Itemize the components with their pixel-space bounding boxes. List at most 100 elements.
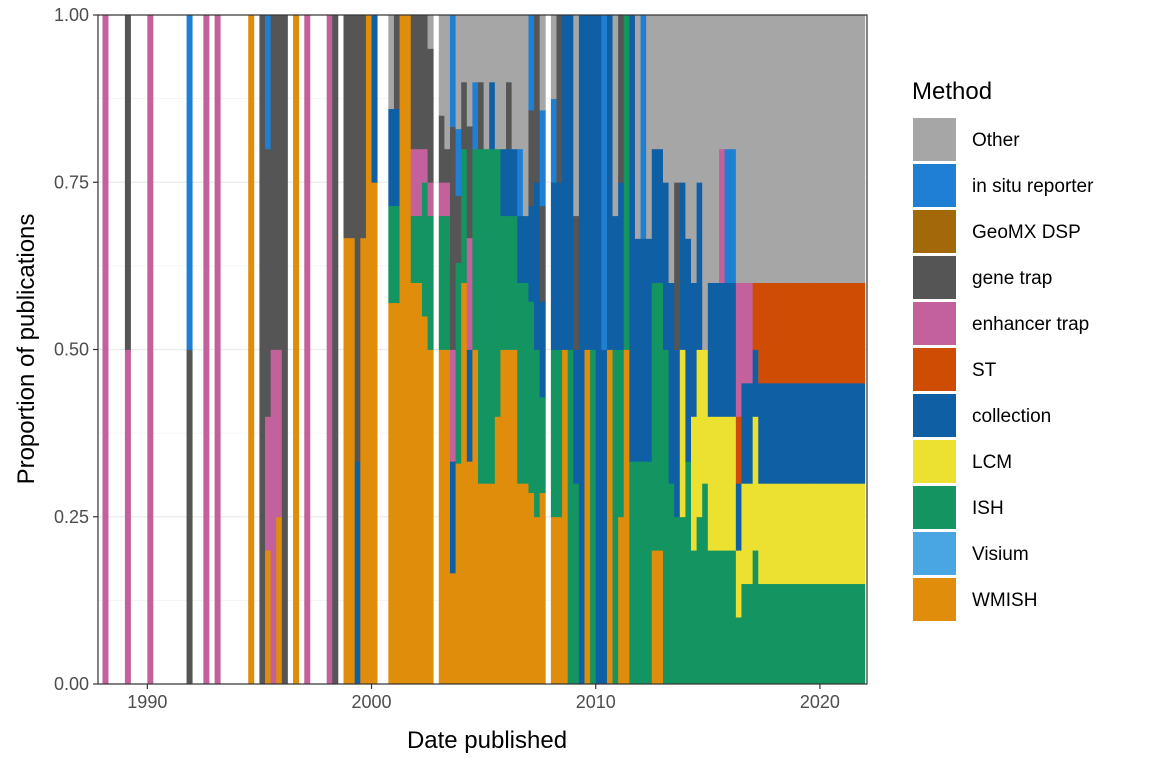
bar-segment-wmish xyxy=(528,492,535,685)
bar-segment-ish xyxy=(674,516,681,685)
bar-segment-enhancer-trap xyxy=(214,15,221,685)
bar-segment-enhancer-trap xyxy=(147,15,154,685)
bar-segment-st xyxy=(836,282,843,384)
bar-segment-collection xyxy=(578,15,585,685)
bar-segment-st xyxy=(758,282,765,384)
bar-segment-ish xyxy=(724,550,731,685)
legend-label: ST xyxy=(972,360,997,381)
legend-label: Visium xyxy=(972,544,1029,565)
bar-segment-ish xyxy=(791,583,798,685)
bar-segment-st xyxy=(859,282,866,384)
bar-segment-collection xyxy=(786,382,793,484)
bar-segment-ish xyxy=(629,461,636,685)
bar-segment-gene-trap xyxy=(427,48,434,183)
bar-segment-collection xyxy=(769,382,776,484)
bar-segment-st xyxy=(803,282,810,384)
y-tick-label: 0.25 xyxy=(54,507,89,527)
bar-segment-collection xyxy=(853,382,860,484)
bar-segment-other xyxy=(662,15,669,183)
bar-segment-collection xyxy=(808,382,815,484)
legend-key-in-situ-reporter xyxy=(913,164,956,207)
bar-segment-lcm xyxy=(735,550,742,618)
bar-segment-other xyxy=(713,15,720,283)
bar-segment-st xyxy=(825,282,832,384)
bar-segment-collection xyxy=(859,382,866,484)
bar-segment-other xyxy=(550,15,557,100)
bar-segment-in-situ-reporter xyxy=(640,15,647,239)
bar-segment-gene-trap xyxy=(539,205,546,302)
bar-segment-in-situ-reporter xyxy=(455,128,462,197)
bar-segment-wmish xyxy=(293,15,300,685)
bar-segment-other xyxy=(819,15,826,283)
bar-segment-enhancer-trap xyxy=(410,148,417,217)
bar-segment-other xyxy=(842,15,849,283)
bar-segment-collection xyxy=(393,108,400,207)
bar-segment-other xyxy=(724,15,731,150)
bar-segment-collection xyxy=(825,382,832,484)
legend-label: enhancer trap xyxy=(972,314,1089,335)
x-tick-label: 2020 xyxy=(800,692,840,712)
bar-segment-ish xyxy=(478,148,485,484)
bar-segment-wmish xyxy=(483,483,490,685)
bar-segment-gene-trap xyxy=(276,15,283,350)
bar-segment-wmish xyxy=(494,416,501,685)
bar-segment-other xyxy=(780,15,787,283)
bar-segment-enhancer-trap xyxy=(449,349,456,462)
bar-segment-gene-trap xyxy=(444,148,451,183)
bar-segment-wmish xyxy=(371,182,378,685)
x-tick-label: 1990 xyxy=(127,692,167,712)
bar-segment-ish xyxy=(500,215,507,350)
bar-segment-gene-trap xyxy=(478,81,485,150)
bar-segment-lcm xyxy=(702,349,709,484)
bar-segment-in-situ-reporter xyxy=(730,148,737,283)
bar-segment-collection xyxy=(668,282,675,484)
bar-segment-collection xyxy=(584,15,591,350)
bar-segment-other xyxy=(741,15,748,283)
bar-segment-ish xyxy=(461,148,468,283)
bar-segment-ish xyxy=(814,583,821,685)
bar-segment-ish xyxy=(769,583,776,685)
legend-key-geomx-dsp xyxy=(913,210,956,253)
bar-segment-in-situ-reporter xyxy=(539,109,546,207)
bar-segment-collection xyxy=(679,182,686,350)
bar-segment-other xyxy=(388,15,395,110)
bar-segment-collection xyxy=(814,382,821,484)
bar-segment-collection xyxy=(685,238,692,462)
bar-segment-ish xyxy=(634,461,641,685)
y-tick-label: 0.75 xyxy=(54,172,89,192)
bar-segment-ish xyxy=(623,15,630,350)
bar-segment-ish xyxy=(651,282,658,551)
bar-segment-other xyxy=(702,15,709,350)
bar-segment-wmish xyxy=(550,516,557,685)
bar-segment-wmish xyxy=(466,461,473,685)
bar-segment-lcm xyxy=(859,483,866,585)
bar-segment-wmish xyxy=(500,349,507,685)
legend-key-gene-trap xyxy=(913,256,956,299)
bar-segment-gene-trap xyxy=(281,15,288,685)
bar-segment-collection xyxy=(595,15,602,685)
bar-segment-ish xyxy=(618,349,625,518)
bar-segment-ish xyxy=(831,583,838,685)
bar-segment-wmish xyxy=(360,237,367,685)
legend-label: WMISH xyxy=(972,590,1037,611)
bar-segment-ish xyxy=(472,148,479,350)
bar-segment-wmish xyxy=(449,572,456,685)
bar-segment-ish xyxy=(528,301,535,494)
bar-segment-ish xyxy=(421,182,428,317)
bar-segment-wmish xyxy=(472,349,479,685)
bar-segment-other xyxy=(478,15,485,83)
bar-segment-ish xyxy=(550,349,557,518)
bar-segment-ish xyxy=(685,461,692,685)
bar-segment-other xyxy=(786,15,793,283)
bar-segment-collection xyxy=(735,483,742,551)
bar-segment-collection xyxy=(629,15,636,462)
bar-segment-other xyxy=(685,15,692,239)
bar-segment-collection xyxy=(797,382,804,484)
bar-segment-other xyxy=(814,15,821,283)
bar-segment-collection xyxy=(522,215,529,283)
bar-segment-collection xyxy=(388,108,395,207)
x-tick-label: 2010 xyxy=(576,692,616,712)
bar-segment-wmish xyxy=(657,550,664,685)
bar-segment-collection xyxy=(500,148,507,217)
bar-segment-collection xyxy=(763,382,770,484)
